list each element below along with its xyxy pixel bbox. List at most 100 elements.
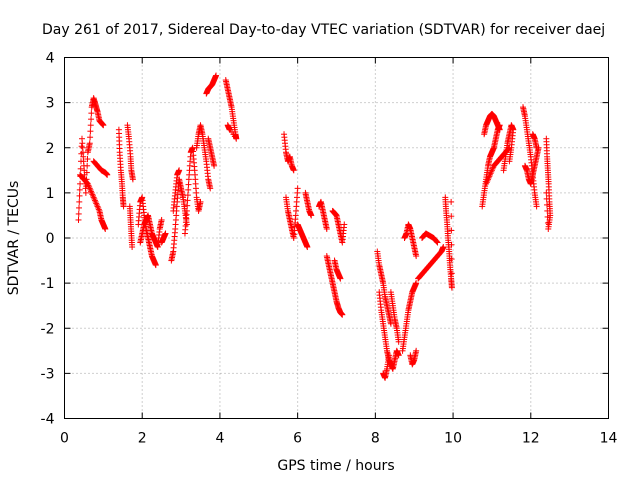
data-point (84, 162, 91, 169)
data-point (448, 198, 455, 205)
data-point (496, 126, 503, 133)
data-point (82, 189, 89, 196)
x-tick-label: 0 (60, 431, 69, 447)
data-point (87, 134, 94, 141)
data-point (413, 280, 420, 287)
data-point (104, 171, 111, 178)
data-point (448, 270, 455, 277)
data-point (448, 256, 455, 263)
data-point (323, 225, 330, 232)
y-tick-labels: -4 -3 -2 -1 0 1 2 3 4 (41, 51, 55, 428)
x-tick-label: 8 (371, 431, 380, 447)
data-point (448, 241, 455, 248)
data-point (533, 203, 540, 210)
y-tick-label: 0 (46, 231, 55, 247)
data-point (76, 192, 83, 199)
data-point (395, 352, 402, 359)
data-point (304, 244, 311, 251)
data-point (544, 213, 551, 220)
data-point (184, 197, 191, 204)
data-point (76, 198, 83, 205)
data-point (543, 201, 550, 208)
data-point (543, 189, 550, 196)
data-point (211, 162, 218, 169)
chart-title: Day 261 of 2017, Sidereal Day-to-day VTE… (42, 22, 605, 38)
data-point (87, 128, 94, 135)
data-point (78, 143, 85, 150)
data-points (75, 72, 554, 381)
data-point (434, 239, 441, 246)
data-point (162, 230, 169, 237)
data-point (433, 238, 440, 245)
y-tick-label: -2 (41, 321, 55, 337)
data-point (545, 225, 552, 232)
data-point (88, 116, 95, 123)
y-tick-label: 2 (46, 141, 55, 157)
x-tick-label: 6 (293, 431, 302, 447)
data-point (83, 169, 90, 176)
data-point (448, 213, 455, 220)
data-point (448, 227, 455, 234)
data-point (544, 219, 551, 226)
data-point (184, 202, 191, 209)
data-point (385, 352, 392, 359)
data-point (440, 244, 447, 251)
data-point (77, 180, 84, 187)
x-axis-label: GPS time / hours (277, 458, 394, 474)
data-point (88, 110, 95, 117)
data-point (76, 186, 83, 193)
data-point (207, 185, 214, 192)
data-point (197, 198, 204, 205)
y-tick-label: 4 (46, 51, 55, 67)
grid-lines (64, 57, 609, 419)
x-tick-label: 12 (522, 431, 540, 447)
y-tick-label: -4 (41, 412, 55, 428)
data-point (100, 122, 107, 129)
x-tick-label: 14 (600, 431, 618, 447)
data-point (341, 221, 348, 228)
data-point (129, 176, 136, 183)
data-point (544, 207, 551, 214)
data-point (77, 165, 84, 172)
y-tick-label: 1 (46, 186, 55, 202)
data-point (102, 225, 109, 232)
data-point (75, 216, 82, 223)
y-tick-label: 3 (46, 96, 55, 112)
data-point (294, 185, 301, 192)
data-point (543, 195, 550, 202)
data-point (290, 167, 297, 174)
x-tick-labels: 0 2 4 6 8 10 12 14 (60, 431, 617, 447)
data-point (87, 122, 94, 129)
data-point (226, 126, 233, 133)
x-tick-label: 10 (444, 431, 462, 447)
data-point (395, 338, 402, 345)
data-point (152, 262, 159, 269)
data-point (413, 253, 420, 260)
data-point (185, 186, 192, 193)
data-point (158, 216, 165, 223)
data-point (506, 158, 513, 165)
x-tick-label: 4 (215, 431, 224, 447)
data-point (448, 284, 455, 291)
x-tick-label: 2 (138, 431, 147, 447)
data-point (308, 212, 315, 219)
data-point (129, 244, 136, 251)
data-point (185, 181, 192, 188)
data-point (86, 140, 93, 147)
data-point (76, 204, 83, 211)
data-point (213, 72, 220, 79)
data-point (120, 203, 127, 210)
data-point (75, 210, 82, 217)
plot-frame (64, 57, 609, 419)
data-point (176, 167, 183, 174)
data-point (183, 207, 190, 214)
y-tick-label: -1 (41, 276, 55, 292)
data-point (84, 156, 91, 163)
data-point (184, 192, 191, 199)
data-point (533, 144, 540, 151)
data-point (413, 347, 420, 354)
data-point (337, 275, 344, 282)
y-tick-label: -3 (41, 366, 55, 382)
y-axis-label: SDTVAR / TECUs (6, 181, 22, 296)
